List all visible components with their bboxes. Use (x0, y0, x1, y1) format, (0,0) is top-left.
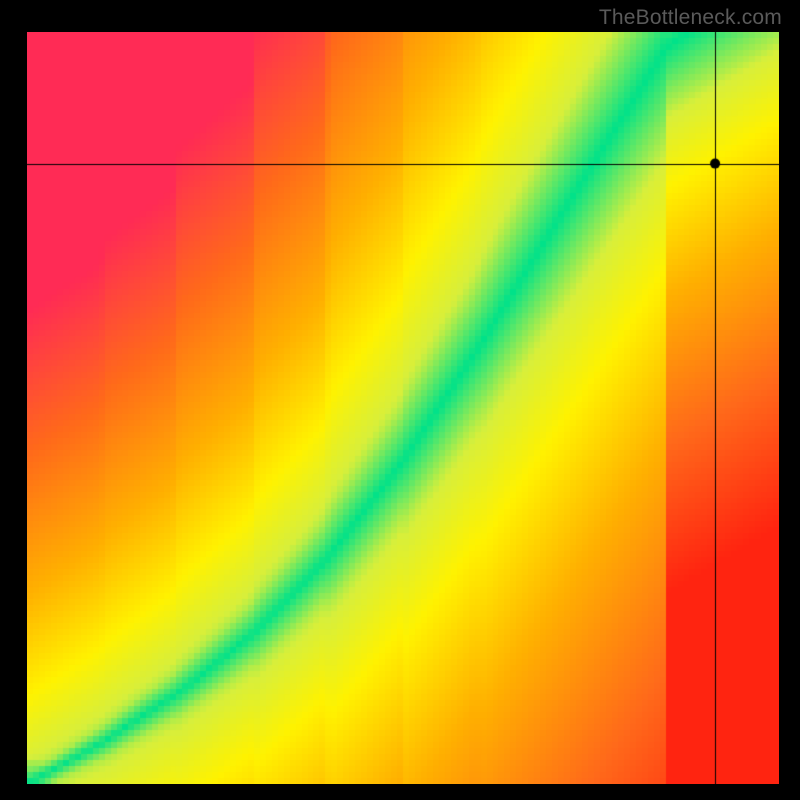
watermark-text: TheBottleneck.com (599, 6, 782, 30)
bottleneck-heatmap-canvas (27, 32, 779, 784)
